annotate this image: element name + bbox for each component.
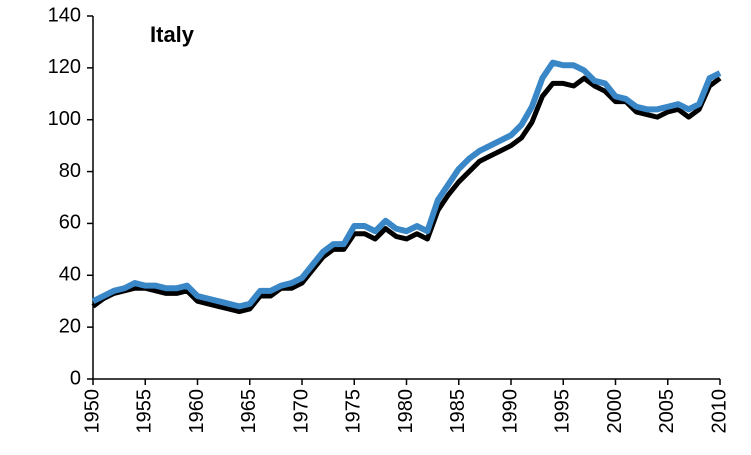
x-tick-label: 2010	[708, 389, 730, 434]
x-tick-label: 1995	[552, 389, 574, 434]
line-series	[91, 59, 722, 310]
x-tick-label: 2005	[656, 389, 678, 434]
y-tick-label: 60	[59, 212, 81, 234]
x-tick-label: 1970	[290, 389, 312, 434]
y-tick-label: 20	[59, 315, 81, 337]
chart-title: Italy	[150, 22, 195, 47]
x-tick-label: 1990	[499, 389, 521, 434]
y-tick-label: 120	[48, 56, 81, 78]
y-tick-label: 140	[48, 4, 81, 26]
y-tick-label: 40	[59, 264, 81, 286]
x-tick-label: 1975	[343, 389, 365, 434]
x-tick-label: 1985	[447, 389, 469, 434]
x-tick-label: 1980	[395, 389, 417, 434]
x-tick-label: 2000	[604, 389, 626, 434]
x-tick-label: 1960	[186, 389, 208, 434]
line-series	[91, 75, 722, 315]
x-tick-label: 1950	[81, 389, 103, 434]
x-tick-label: 1955	[134, 389, 156, 434]
y-tick-label: 80	[59, 160, 81, 182]
y-tick-label: 100	[48, 108, 81, 130]
y-tick-label: 0	[70, 367, 81, 389]
x-tick-label: 1965	[238, 389, 260, 434]
